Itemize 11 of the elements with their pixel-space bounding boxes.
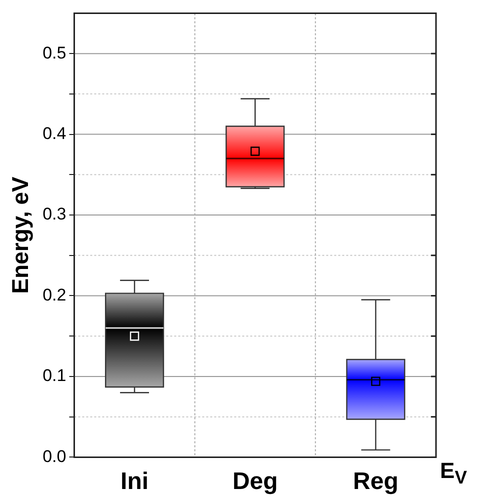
x-tick-label: Reg xyxy=(353,468,398,496)
y-tick-label: 0.1 xyxy=(42,366,66,386)
y-tick-label: 0.4 xyxy=(42,124,66,143)
x-tick-label: Ini xyxy=(120,468,149,496)
y-tick-label: 0.0 xyxy=(42,446,66,466)
y-tick-label: 0.3 xyxy=(42,204,66,224)
y-tick-label: 0.2 xyxy=(42,285,66,304)
y-axis-title: Energy, eV xyxy=(7,176,34,294)
x-tick-label: Deg xyxy=(232,468,278,496)
text: E$_{V}$ xyxy=(440,458,467,488)
y-tick-label: 0.5 xyxy=(42,43,66,62)
